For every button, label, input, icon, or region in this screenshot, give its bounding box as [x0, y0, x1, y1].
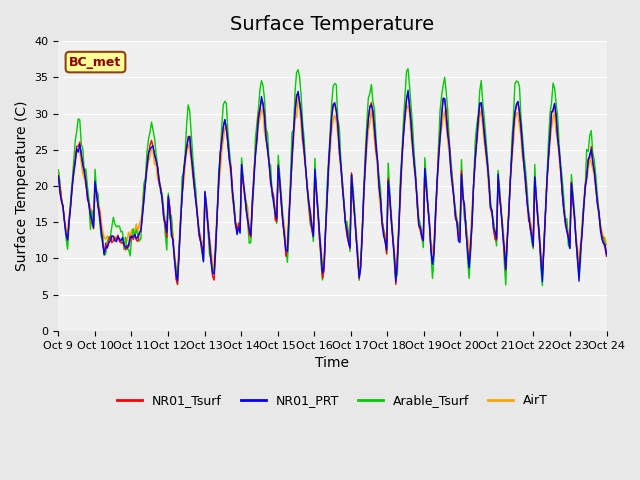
Legend: NR01_Tsurf, NR01_PRT, Arable_Tsurf, AirT: NR01_Tsurf, NR01_PRT, Arable_Tsurf, AirT — [112, 389, 553, 412]
Title: Surface Temperature: Surface Temperature — [230, 15, 435, 34]
X-axis label: Time: Time — [316, 356, 349, 370]
Y-axis label: Surface Temperature (C): Surface Temperature (C) — [15, 101, 29, 271]
Text: BC_met: BC_met — [69, 56, 122, 69]
